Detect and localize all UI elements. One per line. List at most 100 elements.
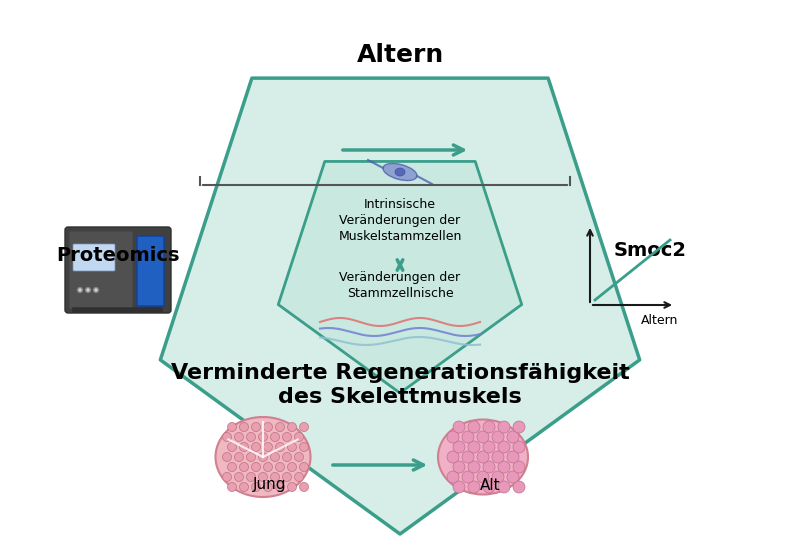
Circle shape	[287, 463, 297, 472]
Circle shape	[275, 483, 285, 492]
Ellipse shape	[383, 164, 417, 180]
Circle shape	[468, 441, 480, 453]
Circle shape	[453, 481, 465, 493]
Circle shape	[492, 431, 504, 443]
Circle shape	[507, 471, 519, 483]
Circle shape	[263, 463, 273, 472]
Circle shape	[270, 432, 279, 441]
Circle shape	[78, 287, 82, 292]
Text: Altern: Altern	[642, 314, 678, 326]
Circle shape	[287, 422, 297, 432]
Circle shape	[222, 432, 231, 441]
Circle shape	[498, 421, 510, 433]
Circle shape	[282, 473, 291, 482]
Ellipse shape	[438, 419, 528, 494]
Circle shape	[513, 481, 525, 493]
Circle shape	[477, 431, 489, 443]
Circle shape	[275, 463, 285, 472]
Circle shape	[477, 471, 489, 483]
Circle shape	[263, 483, 273, 492]
Circle shape	[483, 441, 495, 453]
Text: Intrinsische
Veränderungen der
Muskelstammzellen: Intrinsische Veränderungen der Muskelsta…	[338, 198, 462, 242]
Circle shape	[86, 287, 90, 292]
Circle shape	[258, 452, 267, 461]
Circle shape	[251, 442, 261, 451]
Circle shape	[462, 431, 474, 443]
Circle shape	[507, 431, 519, 443]
Circle shape	[483, 481, 495, 493]
Circle shape	[513, 441, 525, 453]
Circle shape	[239, 463, 249, 472]
Circle shape	[251, 483, 261, 492]
Circle shape	[234, 473, 243, 482]
Circle shape	[483, 421, 495, 433]
Circle shape	[222, 473, 231, 482]
Polygon shape	[278, 161, 522, 393]
Text: Alt: Alt	[480, 478, 500, 492]
Circle shape	[234, 432, 243, 441]
Circle shape	[258, 432, 267, 441]
Circle shape	[453, 441, 465, 453]
Circle shape	[513, 461, 525, 473]
FancyBboxPatch shape	[65, 227, 171, 313]
Text: Altern: Altern	[356, 43, 444, 67]
Circle shape	[239, 422, 249, 432]
Text: Proteomics: Proteomics	[56, 245, 180, 264]
Circle shape	[299, 422, 309, 432]
Circle shape	[282, 452, 291, 461]
Ellipse shape	[215, 417, 310, 497]
Circle shape	[447, 471, 459, 483]
FancyBboxPatch shape	[137, 236, 164, 306]
FancyBboxPatch shape	[69, 231, 133, 309]
Circle shape	[468, 481, 480, 493]
Circle shape	[447, 451, 459, 463]
Circle shape	[251, 463, 261, 472]
Text: Verminderte Regenerationsfähigkeit
des Skelettmuskels: Verminderte Regenerationsfähigkeit des S…	[170, 363, 630, 408]
FancyBboxPatch shape	[73, 244, 115, 271]
Circle shape	[263, 442, 273, 451]
Circle shape	[282, 432, 291, 441]
Circle shape	[299, 442, 309, 451]
Circle shape	[453, 421, 465, 433]
Circle shape	[270, 452, 279, 461]
Circle shape	[468, 461, 480, 473]
Circle shape	[275, 442, 285, 451]
Circle shape	[287, 442, 297, 451]
Circle shape	[492, 471, 504, 483]
Circle shape	[462, 451, 474, 463]
Circle shape	[275, 422, 285, 432]
Circle shape	[263, 422, 273, 432]
Ellipse shape	[395, 168, 405, 176]
Text: Veränderungen der
Stammzellnische: Veränderungen der Stammzellnische	[339, 270, 461, 300]
Circle shape	[498, 441, 510, 453]
Circle shape	[507, 451, 519, 463]
Circle shape	[94, 287, 98, 292]
Text: Jung: Jung	[254, 478, 286, 492]
Circle shape	[477, 451, 489, 463]
Circle shape	[513, 421, 525, 433]
Circle shape	[227, 442, 237, 451]
Circle shape	[462, 471, 474, 483]
Circle shape	[468, 421, 480, 433]
Circle shape	[227, 422, 237, 432]
Circle shape	[239, 483, 249, 492]
Circle shape	[294, 432, 303, 441]
Circle shape	[227, 483, 237, 492]
Circle shape	[498, 481, 510, 493]
Circle shape	[294, 452, 303, 461]
Text: Smoc2: Smoc2	[614, 240, 686, 259]
Circle shape	[294, 473, 303, 482]
Circle shape	[234, 452, 243, 461]
Circle shape	[483, 461, 495, 473]
Polygon shape	[160, 78, 640, 534]
Circle shape	[299, 483, 309, 492]
Circle shape	[251, 422, 261, 432]
Circle shape	[246, 452, 255, 461]
Circle shape	[498, 461, 510, 473]
Circle shape	[492, 451, 504, 463]
Circle shape	[299, 463, 309, 472]
Circle shape	[246, 432, 255, 441]
Circle shape	[239, 442, 249, 451]
Circle shape	[227, 463, 237, 472]
Circle shape	[246, 473, 255, 482]
